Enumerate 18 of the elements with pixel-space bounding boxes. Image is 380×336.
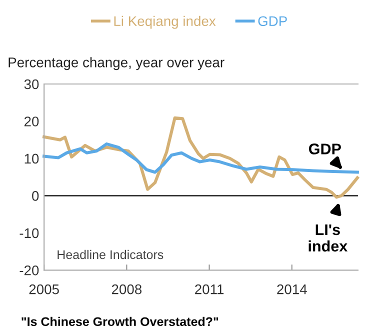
x-tick-label: 2008 bbox=[112, 284, 142, 294]
annotation: GDP bbox=[308, 144, 341, 154]
y-tick-label: 10 bbox=[24, 154, 39, 164]
legend-label: GDP bbox=[258, 16, 287, 26]
x-tick-label: 2005 bbox=[29, 284, 59, 294]
y-axis-title: Percentage change, year over year bbox=[8, 57, 224, 70]
y-tick-label: 30 bbox=[24, 79, 39, 90]
y-tick-label: 0 bbox=[32, 191, 39, 201]
x-tick-label: 2011 bbox=[195, 284, 224, 294]
annotation: Headline Indicators bbox=[58, 250, 164, 260]
y-tick-label: -20 bbox=[20, 265, 39, 276]
text: "Is Chinese Growth Overstated?" bbox=[22, 316, 218, 326]
annotation: LI's index bbox=[308, 224, 348, 252]
y-tick-label: -10 bbox=[20, 228, 39, 238]
x-tick-label: 2014 bbox=[277, 284, 307, 294]
y-tick-label: 20 bbox=[24, 116, 39, 126]
legend-label: Li Keqiang index bbox=[114, 16, 216, 29]
line-series bbox=[42, 142, 359, 174]
